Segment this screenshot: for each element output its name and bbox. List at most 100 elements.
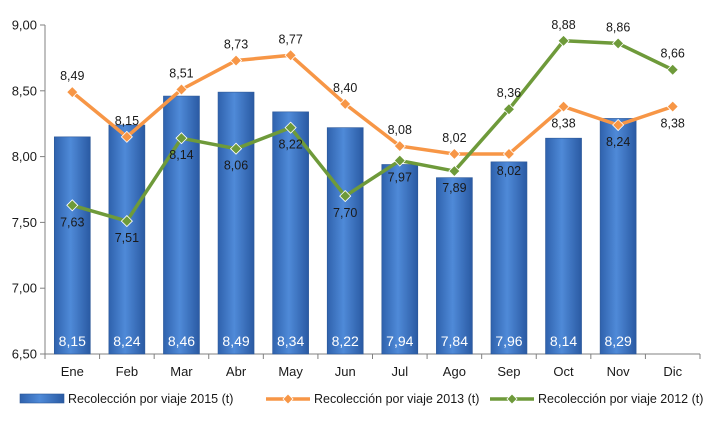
line-data-label: 8,15: [115, 114, 139, 128]
x-tick-label: Jun: [335, 364, 356, 379]
series-point: [229, 142, 243, 155]
bar: [53, 136, 91, 355]
line-data-label: 8,77: [278, 32, 302, 46]
lines: [66, 34, 679, 228]
legend-label: Recolección por viaje 2013 (t): [314, 392, 479, 406]
series-point: [557, 100, 570, 113]
line-data-label: 8,40: [333, 81, 357, 95]
bar-labels: 8,15 8,24 8,46 8,49 8,34 8,22 7,94 7,84 7,96 8,14…: [59, 333, 632, 349]
y-tick-label: 8,50: [12, 83, 37, 98]
bar: [272, 111, 309, 355]
line-data-label: 8,88: [551, 18, 575, 32]
bar-data-label: 8,24: [113, 333, 140, 349]
y-tick-label: 7,00: [12, 281, 37, 296]
series-point: [284, 49, 297, 62]
bar-data-label: 7,94: [386, 333, 413, 349]
line-data-label: 8,08: [388, 123, 412, 137]
series-line: [70, 39, 675, 223]
series-point: [612, 118, 625, 132]
x-tick-label: Mar: [170, 364, 193, 379]
line-data-label: 8,38: [661, 117, 685, 131]
line-data-label: 7,97: [388, 171, 412, 185]
series-point: [66, 199, 79, 212]
legend-label: Recolección por viaje 2015 (t): [68, 392, 233, 406]
bar: [108, 124, 146, 355]
bar-data-label: 7,84: [441, 333, 468, 349]
x-tick-label: Sep: [497, 364, 520, 379]
y-tick-label: 9,00: [12, 18, 37, 33]
x-tick-label: Abr: [226, 364, 247, 379]
line-data-label: 7,51: [115, 231, 139, 245]
bar-data-label: 8,49: [222, 333, 249, 349]
line-data-label: 8,38: [551, 117, 575, 131]
bar-data-label: 8,22: [332, 333, 359, 349]
series-point: [339, 97, 352, 111]
series-point: [666, 63, 679, 76]
series-point: [120, 130, 133, 143]
series-point: [229, 54, 243, 67]
line-labels: 8,49 8,15 8,51 8,73 8,77 8,40 8,08 8,02 8,38 8,24…: [60, 18, 685, 245]
x-tick-label: Jul: [391, 364, 408, 379]
line-data-label: 8,22: [278, 138, 302, 152]
bar: [436, 177, 473, 355]
series-point: [666, 100, 679, 113]
bar-data-label: 8,34: [277, 333, 304, 349]
line-data-label: 7,70: [333, 206, 357, 220]
series-point: [502, 103, 516, 116]
legend-label: Recolección por viaje 2012 (t): [538, 392, 703, 406]
line-data-label: 8,36: [497, 86, 521, 100]
bars: [53, 91, 637, 355]
legend-marker: [282, 393, 294, 405]
legend: Recolección por viaje 2015 (t) Recolecció…: [19, 392, 703, 406]
series-point: [66, 86, 79, 99]
axes: 6,50 7,00 7,50 8,00 8,50 9,00 Ene Feb Mar Abr May J…: [12, 18, 701, 379]
line-data-label: 8,73: [224, 38, 248, 52]
bar-data-label: 8,46: [168, 333, 195, 349]
series-point: [612, 37, 625, 50]
bar: [217, 91, 255, 355]
line-data-label: 8,02: [497, 164, 521, 178]
legend-swatch: [19, 393, 65, 404]
y-tick-label: 8,00: [12, 149, 37, 164]
line-data-label: 7,89: [442, 181, 466, 195]
x-tick-label: Ene: [61, 364, 84, 379]
y-tick-label: 6,50: [12, 347, 37, 362]
bar-data-label: 8,29: [605, 333, 632, 349]
series-point: [339, 190, 352, 203]
line-data-label: 7,63: [60, 215, 84, 229]
x-tick-label: May: [278, 364, 303, 379]
line-data-label: 8,49: [60, 69, 84, 83]
series-point: [448, 147, 461, 161]
x-tick-label: Feb: [116, 364, 138, 379]
bar: [490, 161, 528, 355]
series-point: [448, 165, 461, 178]
series-point: [120, 215, 133, 228]
x-tick-label: Dic: [663, 364, 682, 379]
bar-data-label: 7,96: [495, 333, 522, 349]
bar-data-label: 8,14: [550, 333, 577, 349]
bar: [545, 137, 582, 355]
line-data-label: 8,06: [224, 159, 248, 173]
series-point: [175, 132, 188, 145]
bar: [599, 118, 637, 355]
x-tick-label: Nov: [607, 364, 631, 379]
y-tick-label: 7,50: [12, 215, 37, 230]
line-data-label: 8,66: [661, 47, 685, 61]
line-data-label: 8,24: [606, 135, 630, 149]
line-data-label: 8,86: [606, 20, 630, 34]
series-point: [502, 147, 516, 161]
x-tick-label: Ago: [443, 364, 466, 379]
line-data-label: 8,14: [169, 148, 193, 162]
x-tick-label: Oct: [553, 364, 574, 379]
bar: [381, 164, 419, 355]
series-point: [393, 140, 406, 153]
series-point: [175, 83, 188, 96]
series-line: [70, 53, 675, 156]
bar: [326, 127, 364, 355]
series-point: [557, 34, 570, 47]
series-point: [284, 121, 297, 134]
line-data-label: 8,02: [442, 131, 466, 145]
series-point: [393, 154, 406, 167]
bar-data-label: 8,15: [59, 333, 86, 349]
